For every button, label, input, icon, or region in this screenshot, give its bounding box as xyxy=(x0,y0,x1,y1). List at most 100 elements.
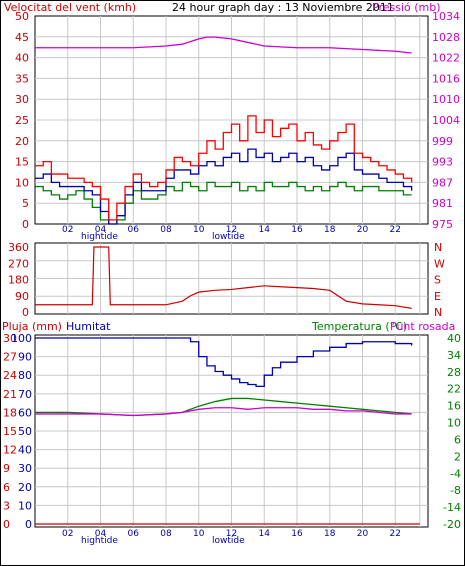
temperature-tick-11: 40 xyxy=(447,332,461,345)
direction-series xyxy=(35,246,412,309)
temperature-tick-10: 34 xyxy=(447,349,461,362)
wind-tick-0: 0 xyxy=(22,218,29,231)
compass-tick-3: W xyxy=(434,257,445,270)
temperature-tick-2: -8 xyxy=(450,484,461,497)
humidity-axis-title: Humitat xyxy=(66,320,111,333)
direction-tick-4: 360 xyxy=(8,241,29,254)
humidity-line xyxy=(35,337,413,388)
x-tick-12: 12 xyxy=(226,225,237,235)
temperature-tick-4: 2 xyxy=(454,450,461,463)
pressure-tick-3: 993 xyxy=(432,156,453,169)
x-tick-08: 08 xyxy=(160,225,172,235)
humidity-tick-2: 20 xyxy=(18,481,32,494)
humidity-tick-3: 30 xyxy=(18,462,32,475)
graph-title: 24 hour graph day : 13 Noviembre 2011 xyxy=(172,1,394,14)
lowtide-label: lowtide xyxy=(212,232,245,242)
x-tick-22: 22 xyxy=(390,225,401,235)
humidity-tick-6: 60 xyxy=(18,406,32,419)
x-tick-22: 22 xyxy=(390,529,401,539)
x-tick-02: 02 xyxy=(62,529,73,539)
rain-tick-2: 6 xyxy=(3,481,10,494)
x-tick-16: 16 xyxy=(291,225,303,235)
x-tick-02: 02 xyxy=(62,225,73,235)
rain-axis-title: Pluja (mm) xyxy=(2,320,62,333)
temperature-tick-0: -20 xyxy=(443,518,461,531)
wind-axis-title: Velocitat del vent (kmh) xyxy=(4,1,136,14)
x-tick-14: 14 xyxy=(259,225,271,235)
pressure-tick-10: 1034 xyxy=(432,10,460,23)
direction-tick-3: 270 xyxy=(8,257,29,270)
humidity-tick-5: 50 xyxy=(18,425,32,438)
wind-tick-4: 20 xyxy=(15,135,29,148)
direction-tick-2: 180 xyxy=(8,274,29,287)
x-tick-04: 04 xyxy=(95,529,107,539)
rain-tick-0: 0 xyxy=(3,518,10,531)
compass-tick-1: E xyxy=(434,290,441,303)
x-tick-04: 04 xyxy=(95,225,107,235)
x-tick-10: 10 xyxy=(193,225,205,235)
rain-x-ticks: 02 04 06 08 10 12 14 16 18 20 22 xyxy=(62,529,401,539)
humidity-tick-8: 80 xyxy=(18,369,32,382)
humidity-tick-0: 0 xyxy=(25,518,32,531)
rain-ticks: 0 3 6 9 12 15 18 21 24 27 30 xyxy=(3,332,17,531)
x-tick-14: 14 xyxy=(259,529,271,539)
humidity-tick-9: 90 xyxy=(18,351,32,364)
temperature-tick-3: -4 xyxy=(450,467,461,480)
wind-average-line xyxy=(35,148,413,225)
pressure-tick-8: 1022 xyxy=(432,52,460,65)
x-tick-10: 10 xyxy=(193,529,205,539)
direction-tick-0: 0 xyxy=(22,306,29,319)
rain-humidity-temperature-series xyxy=(35,337,420,525)
pressure-tick-0: 975 xyxy=(432,218,453,231)
x-tick-06: 06 xyxy=(128,225,140,235)
rain-tick-6: 18 xyxy=(3,406,17,419)
compass-tick-4: N xyxy=(434,241,442,254)
wind-ticks: 0 5 10 15 20 25 30 35 40 45 50 xyxy=(15,10,29,231)
wind-tick-6: 30 xyxy=(15,93,29,106)
temperature-ticks: -20 -14 -8 -4 2 6 10 16 22 28 34 40 xyxy=(443,332,461,531)
pressure-tick-9: 1028 xyxy=(432,31,460,44)
wind-pressure-series xyxy=(35,36,413,225)
wind-tick-2: 10 xyxy=(15,176,29,189)
pressure-tick-4: 999 xyxy=(432,135,453,148)
wind-tick-1: 5 xyxy=(22,197,29,210)
x-tick-16: 16 xyxy=(291,529,303,539)
rain-tick-1: 3 xyxy=(3,499,10,512)
temperature-tick-9: 28 xyxy=(447,366,461,379)
direction-grid xyxy=(35,243,428,314)
pressure-ticks: 975 981 987 993 999 1004 1010 1016 1022 1028 1034 xyxy=(432,10,460,231)
compass-tick-2: S xyxy=(434,274,441,287)
pressure-axis-title: Pressió (mb) xyxy=(372,1,441,14)
wind-gust-line xyxy=(35,115,413,221)
x-tick-06: 06 xyxy=(128,529,140,539)
wind-minimum-line xyxy=(35,181,412,225)
wind-tick-10: 50 xyxy=(15,10,29,23)
hightide-label-bottom: hightide xyxy=(81,536,118,546)
humidity-tick-4: 40 xyxy=(18,444,32,457)
dewpoint-line xyxy=(35,407,412,417)
wind-tick-8: 40 xyxy=(15,52,29,65)
wind-tick-3: 15 xyxy=(15,156,29,169)
direction-tick-1: 90 xyxy=(15,290,29,303)
wind-tick-7: 35 xyxy=(15,72,29,85)
pressure-tick-7: 1016 xyxy=(432,72,460,85)
x-tick-20: 20 xyxy=(357,225,369,235)
pressure-tick-5: 1004 xyxy=(432,114,460,127)
rain-tick-3: 9 xyxy=(3,462,10,475)
x-tick-08: 08 xyxy=(160,529,172,539)
rain-tick-4: 12 xyxy=(3,444,17,457)
humidity-ticks: 0 10 20 30 40 50 60 70 80 90 100 xyxy=(11,332,32,531)
rain-tick-9: 27 xyxy=(3,351,17,364)
direction-degree-ticks: 0 90 180 270 360 xyxy=(8,241,29,319)
x-tick-12: 12 xyxy=(226,529,237,539)
rain-tick-8: 24 xyxy=(3,369,17,382)
temperature-tick-1: -14 xyxy=(443,501,461,514)
rain-tick-10: 30 xyxy=(3,332,17,345)
pressure-tick-2: 987 xyxy=(432,176,453,189)
pressure-tick-6: 1010 xyxy=(432,93,460,106)
x-tick-20: 20 xyxy=(357,529,369,539)
rain-tick-5: 15 xyxy=(3,425,17,438)
dewpoint-axis-title: Punt rosada xyxy=(390,320,455,333)
